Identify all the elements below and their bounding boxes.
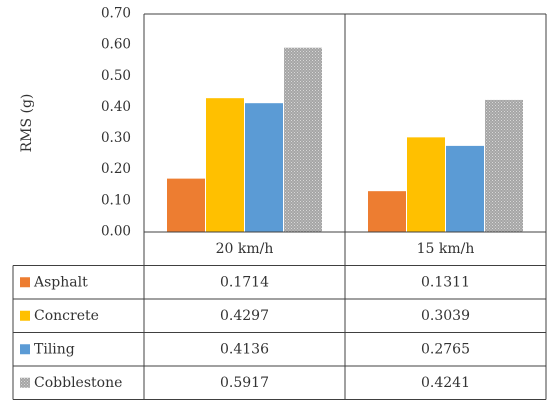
legend-key-concrete: [20, 310, 30, 321]
y-tick-label: 0.00: [101, 224, 131, 240]
y-axis-title: RMS (g): [19, 94, 35, 153]
y-tick-label: 0.60: [101, 37, 131, 53]
legend-label-cobblestone: Cobblestone: [34, 375, 122, 391]
table-value-tiling-20-km-h: 0.4136: [220, 341, 269, 357]
table-value-cobblestone-15-km-h: 0.4241: [421, 375, 470, 391]
bar-tiling-20-km-h: [245, 103, 283, 232]
bar-asphalt-15-km-h: [368, 191, 406, 232]
bar-concrete-20-km-h: [206, 98, 244, 233]
table-value-asphalt-20-km-h: 0.1714: [220, 274, 269, 290]
table-value-concrete-15-km-h: 0.3039: [421, 308, 470, 324]
bar-concrete-15-km-h: [407, 137, 445, 232]
category-label-20-km-h: 20 km/h: [216, 241, 274, 257]
legend-key-cobblestone: [20, 377, 30, 388]
y-tick-label: 0.20: [101, 161, 131, 177]
legend-key-asphalt: [20, 277, 30, 288]
legend-label-concrete: Concrete: [34, 308, 99, 324]
table-value-tiling-15-km-h: 0.2765: [421, 341, 470, 357]
y-tick-label: 0.10: [101, 192, 131, 208]
table-value-cobblestone-20-km-h: 0.5917: [220, 375, 269, 391]
category-label-15-km-h: 15 km/h: [417, 241, 475, 257]
y-tick-label: 0.50: [101, 68, 131, 84]
legend-label-tiling: Tiling: [34, 341, 75, 357]
bar-cobblestone-15-km-h: [485, 99, 523, 232]
y-tick-label: 0.30: [101, 130, 131, 146]
bar-cobblestone-20-km-h: [284, 47, 322, 232]
y-axis: 0.00 0.10 0.20 0.30 0.40 0.50 0.60 0.70: [101, 6, 131, 240]
table-value-asphalt-15-km-h: 0.1311: [421, 274, 470, 290]
y-tick-label: 0.40: [101, 99, 131, 115]
bar-asphalt-20-km-h: [167, 178, 205, 232]
y-tick-label: 0.70: [101, 6, 131, 22]
bar-tiling-15-km-h: [446, 145, 484, 232]
legend-key-tiling: [20, 344, 30, 355]
table-value-concrete-20-km-h: 0.4297: [220, 308, 269, 324]
legend-label-asphalt: Asphalt: [33, 274, 88, 290]
data-table: 20 km/h 15 km/h Asphalt 0.1714 0.1311 Concret…: [12, 13, 547, 400]
bars: [167, 47, 523, 233]
